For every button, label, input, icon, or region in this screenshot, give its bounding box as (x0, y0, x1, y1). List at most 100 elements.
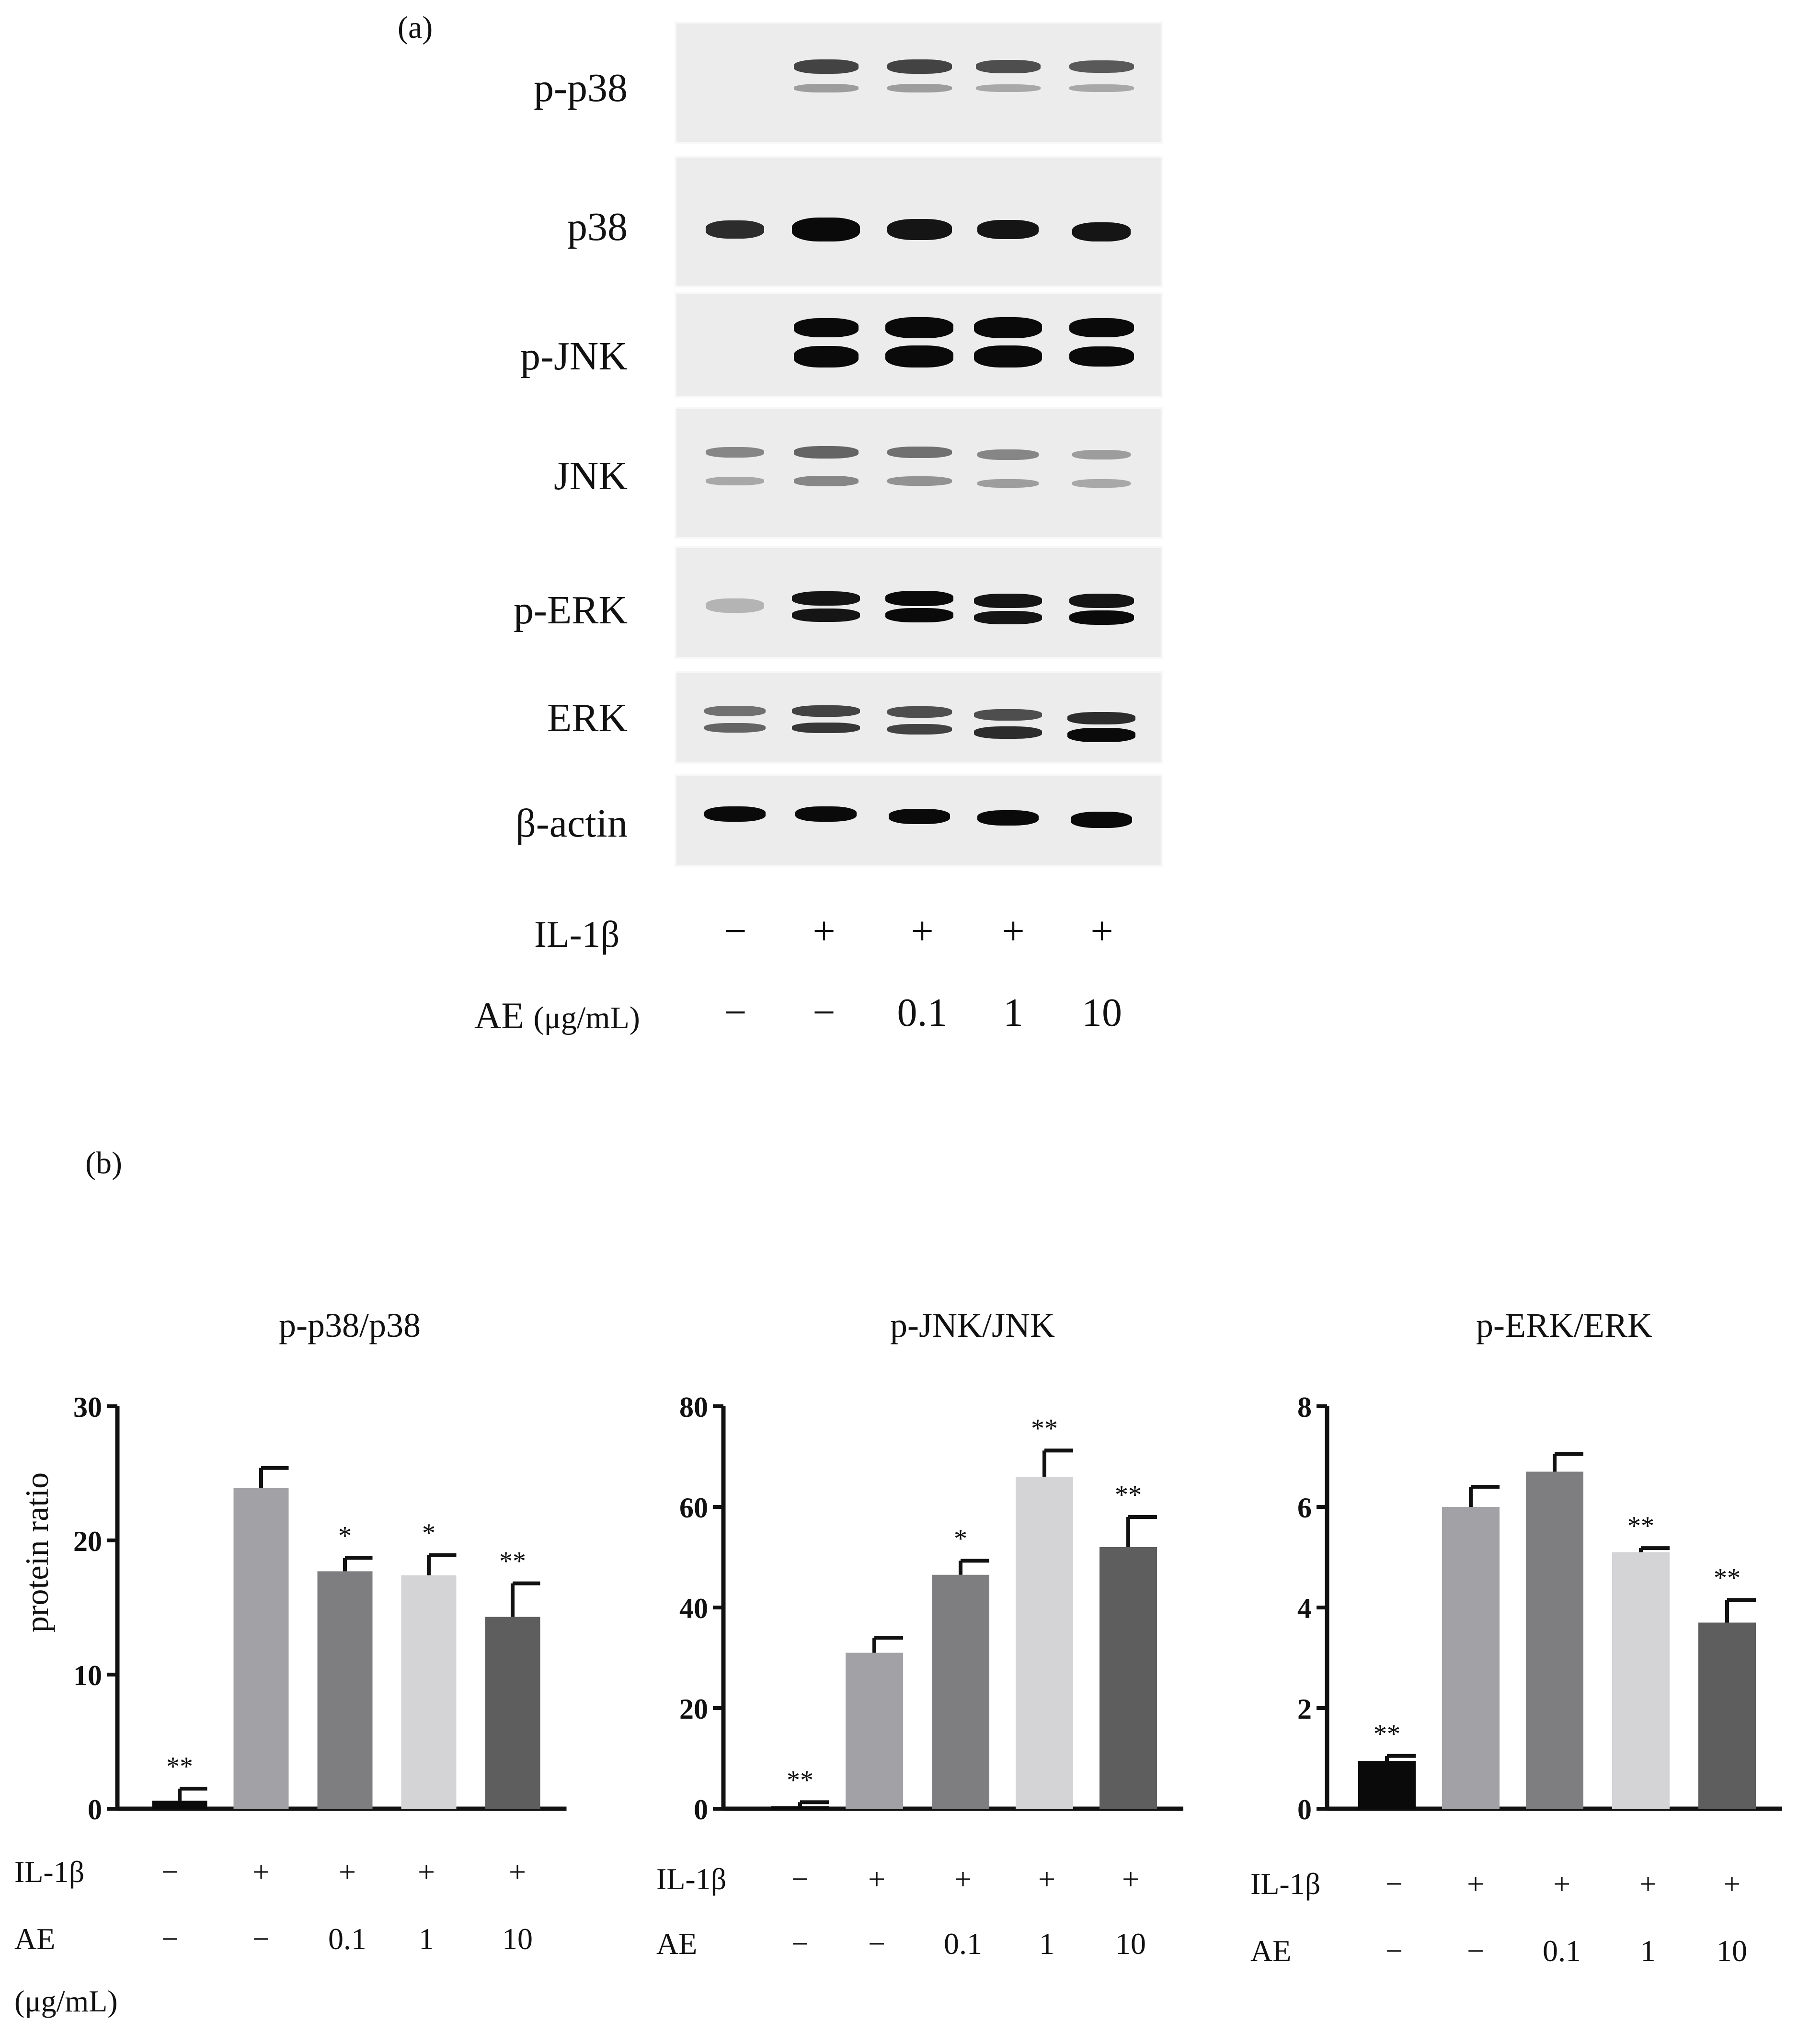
blot-band (793, 345, 859, 367)
blot-band (1067, 712, 1135, 724)
blot-band (1069, 594, 1134, 608)
blot-band (792, 591, 860, 606)
blot-band (885, 608, 953, 622)
ae-value: 1 (419, 1922, 434, 1956)
bar (932, 1574, 989, 1809)
ae-row-label: AE (14, 1922, 56, 1956)
blot-band (974, 345, 1042, 367)
blot-band (706, 598, 764, 613)
il1b-value: + (813, 909, 836, 953)
blot-band (793, 59, 859, 74)
bar (152, 1801, 207, 1809)
ae-label: AE (474, 995, 524, 1036)
y-tick-label: 6 (1297, 1492, 1312, 1524)
significance-label: * (338, 1521, 352, 1550)
il1b-value: + (1723, 1867, 1741, 1901)
significance-label: * (422, 1518, 435, 1548)
y-tick-label: 8 (1297, 1391, 1312, 1423)
blot-band (706, 447, 764, 458)
ae-value: 0.1 (944, 1927, 982, 1961)
blot-band (975, 60, 1041, 73)
y-tick-label: 0 (1297, 1794, 1312, 1826)
bar (1016, 1477, 1073, 1809)
blot-band (888, 809, 951, 824)
chart-title-jnk: p-JNK/JNK (890, 1306, 1055, 1344)
ae-row-label: AE (1250, 1934, 1292, 1968)
blot-band (704, 806, 766, 822)
blot-band (793, 84, 859, 92)
panel-a-label: (a) (398, 10, 433, 45)
significance-label: ** (166, 1752, 193, 1781)
blot-band (1072, 450, 1131, 459)
blot-strip-p-p38 (675, 22, 1163, 144)
y-tick-label: 80 (679, 1391, 708, 1423)
il1b-value: + (508, 1855, 527, 1889)
ae-row-label: AE (656, 1927, 698, 1961)
bar (1612, 1552, 1670, 1809)
blot-band (1069, 318, 1134, 337)
blot-label-p-erk: p-ERK (514, 588, 628, 632)
blot-band (887, 724, 952, 735)
ae-value: 10 (1717, 1934, 1747, 1968)
ae-value: 0.1 (897, 990, 948, 1035)
ae-value: − (252, 1922, 270, 1956)
il1b-value: + (1122, 1862, 1140, 1896)
il1b-value: − (1385, 1867, 1403, 1901)
ae-value: 10 (502, 1922, 533, 1956)
blot-band (793, 318, 859, 337)
blot-band (885, 345, 953, 367)
blot-band (1072, 222, 1131, 241)
ae-value: 0.1 (1543, 1934, 1581, 1968)
blot-strip-p-jnk (675, 292, 1163, 398)
chart-title-erk: p-ERK/ERK (1476, 1306, 1652, 1344)
blot-band (974, 726, 1042, 739)
il1b-value: + (338, 1855, 356, 1889)
blot-strip-erk (675, 671, 1163, 764)
il1b-value: + (252, 1855, 270, 1889)
il1b-value: − (724, 909, 747, 953)
ae-value: 10 (1082, 990, 1122, 1035)
blot-band (887, 84, 952, 92)
blot-band (975, 84, 1041, 92)
blot-band (887, 59, 952, 74)
bar (317, 1571, 373, 1809)
blot-band (977, 449, 1039, 460)
blot-band (1067, 728, 1135, 742)
blot-band (793, 476, 859, 486)
bar (846, 1653, 903, 1809)
blot-band (704, 723, 766, 733)
bar (401, 1575, 457, 1809)
blot-band (792, 705, 860, 717)
panel-b-label: (b) (85, 1146, 122, 1181)
blot-band (792, 609, 860, 622)
blot-strip-p38 (675, 156, 1163, 287)
y-tick-label: 20 (679, 1693, 708, 1725)
blot-band (885, 591, 953, 606)
significance-label: ** (787, 1765, 813, 1795)
blot-label-p-jnk: p-JNK (520, 334, 628, 379)
ae-value: − (161, 1922, 179, 1956)
blot-strip-jnk (675, 407, 1163, 539)
blot-band (1069, 60, 1134, 73)
y-tick-label: 0 (694, 1794, 708, 1826)
blot-band (795, 806, 857, 822)
blot-strip--actin (675, 774, 1163, 867)
ae-row-label: AE (μg/mL) (474, 994, 640, 1037)
significance-label: ** (1627, 1511, 1654, 1541)
blot-band (706, 220, 764, 239)
il1b-row-label: IL-1β (14, 1855, 85, 1889)
y-tick-label: 0 (88, 1794, 102, 1826)
il1b-value: + (1466, 1867, 1485, 1901)
significance-label: ** (1714, 1563, 1741, 1593)
il1b-value: − (161, 1855, 179, 1889)
bar (1698, 1622, 1756, 1809)
blot-band (977, 479, 1039, 488)
blot-band (793, 446, 859, 459)
ae-value: − (868, 1927, 886, 1961)
bar (1442, 1507, 1500, 1809)
blot-band (974, 709, 1042, 721)
bar (1099, 1547, 1157, 1809)
ae-unit-label: (μg/mL) (14, 1984, 118, 2018)
significance-label: ** (1374, 1719, 1400, 1749)
